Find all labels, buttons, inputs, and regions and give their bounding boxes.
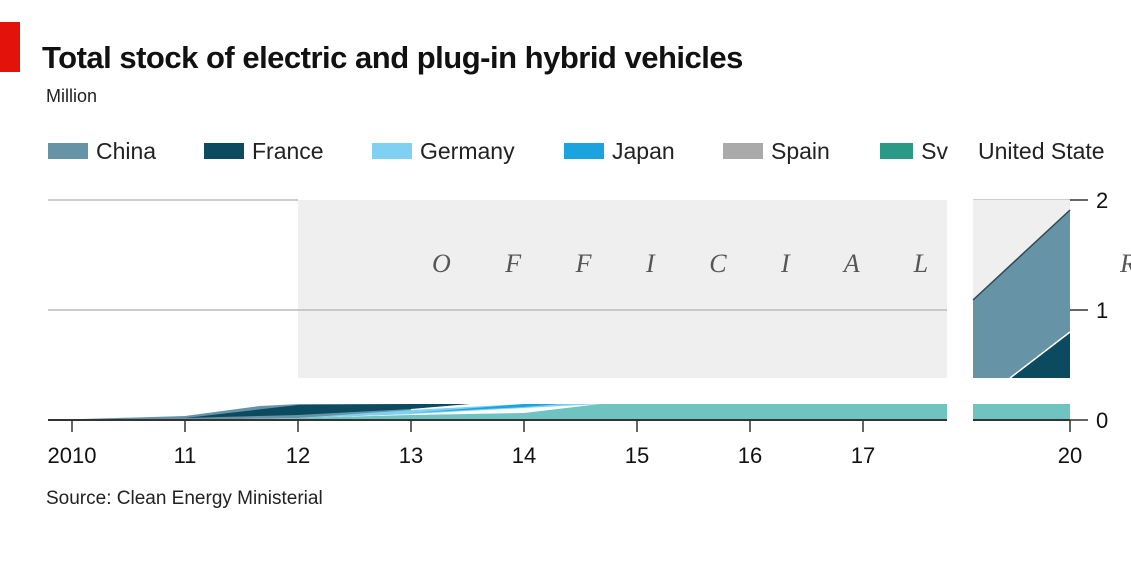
- area-germany-early: [298, 404, 600, 418]
- legend-label-united-states: United State: [978, 138, 1105, 164]
- legend-label-germany: Germany: [420, 137, 515, 164]
- legend-label-china: China: [96, 137, 157, 164]
- legend-swatch-china: [48, 143, 88, 159]
- x-tick-label: 16: [738, 443, 762, 468]
- legend-label-sweden: Sv: [921, 138, 948, 164]
- x-tick-label: 20: [1058, 443, 1082, 468]
- chart-title: Total stock of electric and plug-in hybr…: [42, 40, 743, 75]
- x-tick-label: 13: [399, 443, 423, 468]
- legend-swatch-japan: [564, 143, 604, 159]
- legend-label-france: France: [252, 137, 324, 164]
- legend-swatch-sweden: [880, 143, 914, 159]
- x-tick-label: 17: [851, 443, 875, 468]
- area-china-2020-edge: [972, 209, 1071, 301]
- area-united-states: [48, 404, 947, 420]
- y-tick-label: 2: [1096, 188, 1108, 213]
- legend-label-spain: Spain: [771, 137, 830, 164]
- x-tick-label: 11: [174, 443, 197, 468]
- legend-item-germany: Germany: [372, 138, 515, 164]
- legend-item-united-states: United State: [978, 138, 1109, 164]
- legend-item-china: China: [48, 138, 156, 164]
- y-tick-label: 0: [1096, 408, 1108, 433]
- area-france-2020-edge: [1009, 331, 1071, 379]
- brand-red-tab: [0, 22, 20, 72]
- source-note: Source: Clean Energy Ministerial: [46, 488, 323, 509]
- legend-item-spain: Spain: [723, 138, 830, 164]
- area-united-states-2020: [973, 404, 1070, 420]
- legend-swatch-france: [204, 143, 244, 159]
- area-china-2020: [973, 210, 1070, 378]
- legend-item-japan: Japan: [564, 138, 675, 164]
- official-target-band: [298, 200, 947, 378]
- area-france-early: [185, 404, 470, 418]
- x-tick-label: 14: [512, 443, 536, 468]
- y-tick-label: 1: [1096, 298, 1108, 323]
- chart-unit-label: Million: [46, 86, 98, 106]
- legend-item-france: France: [204, 138, 324, 164]
- x-tick-label: 15: [625, 443, 649, 468]
- legend-label-japan: Japan: [612, 137, 675, 164]
- legend-swatch-spain: [723, 143, 763, 159]
- legend-swatch-germany: [372, 143, 412, 159]
- legend-item-sweden: Sv: [880, 138, 948, 164]
- x-tick-label: 2010: [48, 443, 97, 468]
- x-tick-label: 12: [286, 443, 310, 468]
- area-japan-early: [411, 404, 560, 413]
